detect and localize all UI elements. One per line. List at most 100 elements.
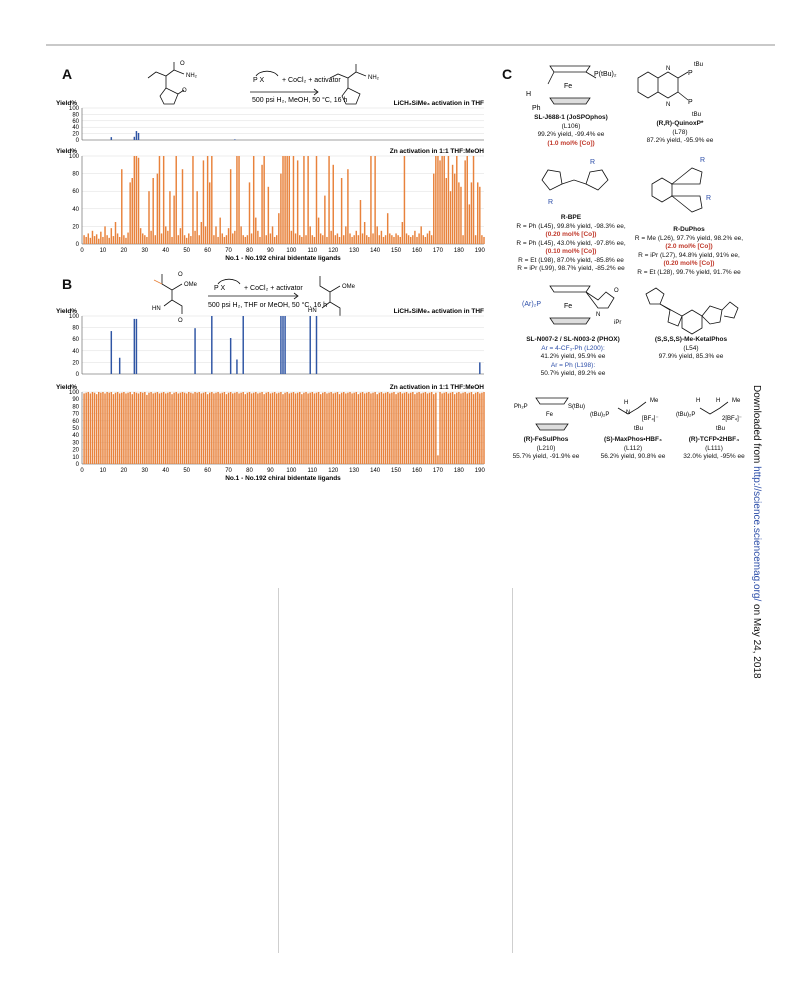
- chart-1-bar: [290, 230, 293, 244]
- chart-1-bar: [152, 178, 154, 244]
- chart-1-bar: [240, 226, 242, 244]
- chart-1-bar: [282, 156, 284, 244]
- chart-1-bar: [301, 236, 303, 244]
- chart-1-bar: [185, 237, 188, 244]
- chart-3-xtick: 170: [433, 468, 444, 474]
- substrate-o: O: [180, 61, 185, 67]
- chart-2-ytick: 60: [72, 337, 79, 343]
- chart-1-bar: [202, 160, 205, 244]
- chart-3-bar: [393, 392, 395, 464]
- chart-1-bar: [418, 233, 420, 244]
- chart-1-bar: [200, 222, 203, 244]
- chart-3-bar: [278, 392, 280, 464]
- chart-1-bar: [433, 173, 435, 244]
- tcfp-result: 32.0% yield, -95% ee: [683, 453, 745, 460]
- chart-3-bar: [242, 392, 244, 464]
- chart-3-bar: [414, 394, 416, 464]
- chart-1-bar: [401, 222, 404, 244]
- quinox-n2: N: [666, 102, 670, 108]
- maxphos-h: H: [624, 400, 628, 406]
- chart-1-bar: [305, 235, 307, 244]
- chart-1-bar: [374, 156, 376, 244]
- tcfp-name: (R)-TCFP•2HBF₄: [688, 436, 740, 443]
- chart-1-bar: [271, 226, 274, 244]
- bpe-line-5: R = iPr (L99), 98.7% yield, -85.2% ee: [517, 265, 625, 272]
- quinox-p1: P: [688, 70, 693, 77]
- chart-3-bar: [372, 392, 374, 464]
- chart-1-bar: [275, 235, 278, 244]
- chart-0-bar: [133, 136, 136, 140]
- chart-3-bar: [100, 392, 102, 464]
- chart-1-bar: [219, 217, 221, 244]
- chart-3-bar: [252, 392, 255, 464]
- chart-3-bar: [376, 394, 378, 464]
- chart-3-bar: [340, 392, 343, 464]
- product-hn: HN: [308, 308, 317, 314]
- chart-3-bar: [315, 392, 318, 464]
- chart-1-bar: [391, 235, 393, 244]
- duphos-structure: R R: [651, 157, 711, 213]
- chart-1-bar: [194, 230, 196, 244]
- download-link[interactable]: http://science.sciencemag.org/: [751, 466, 762, 602]
- quinox-tbu1: tBu: [694, 62, 703, 68]
- chart-1-xtick: 140: [370, 248, 381, 254]
- chart-3-bar: [116, 392, 119, 464]
- jospo-loading: (1.0 mol% [Co]): [547, 139, 595, 147]
- chart-3-bar: [95, 394, 98, 464]
- chart-3-bar: [208, 392, 211, 464]
- chart-3-bar: [416, 392, 418, 464]
- chart-1-bar: [223, 236, 226, 244]
- chart-1-bar: [227, 228, 230, 244]
- chart-3-bar: [378, 392, 381, 464]
- chart-1-bar: [131, 178, 133, 244]
- ketal-structure: [645, 287, 739, 335]
- chart-3-xtick: 100: [286, 468, 297, 474]
- chart-3-bar: [202, 392, 205, 464]
- header-rule: [46, 44, 775, 46]
- chart-2-bar: [194, 328, 196, 374]
- chart-1-bar: [265, 235, 267, 244]
- chart-1-bar: [196, 191, 198, 244]
- chart-0-ytick: 100: [69, 106, 80, 112]
- chart-3-bar: [87, 392, 90, 464]
- chart-3-bar: [407, 393, 410, 464]
- chart-1-bar: [221, 233, 224, 244]
- chart-1-bar: [206, 156, 209, 244]
- chart-3-bar: [211, 392, 213, 464]
- chart-3-xtick: 60: [204, 468, 211, 474]
- chart-3-bar: [108, 392, 110, 464]
- chart-1-xtick: 80: [246, 248, 253, 254]
- chart-3-bar: [481, 392, 483, 464]
- chart-3-bar: [219, 393, 221, 464]
- chart-3-bar: [112, 394, 115, 464]
- chart-3-bar: [106, 392, 108, 464]
- chart-1-bar: [386, 213, 389, 244]
- chart-1-bar: [91, 230, 94, 244]
- chart-1-bar: [359, 200, 362, 244]
- chart-3-bar: [200, 393, 203, 464]
- chart-3-bar: [460, 393, 462, 464]
- chart-3-bar: [403, 392, 406, 464]
- chart-3-bar: [271, 392, 274, 464]
- chart-3-xtick: 90: [267, 468, 274, 474]
- chart-1-bar: [129, 182, 131, 244]
- chart-3-xtick: 150: [391, 468, 402, 474]
- chart-3-ytick: 20: [72, 448, 79, 454]
- chart-3-bar: [129, 392, 131, 464]
- quinox-p2: P: [688, 99, 693, 106]
- tcfp-me: Me: [732, 398, 741, 404]
- chart-3-bar: [409, 392, 412, 464]
- chart-3-bar: [194, 392, 196, 464]
- chart-3-bar: [422, 392, 425, 464]
- phox-line-0: Ar = 4-CF₃-Ph (L200):: [541, 344, 605, 352]
- panel-letter-a: A: [62, 66, 73, 82]
- duphos-line-0: R = Me (L26), 97.7% yield, 98.2% ee,: [634, 234, 744, 242]
- chart-1-bar: [347, 169, 349, 244]
- ligand-jospo: SL-J688-1 (JoSPOphos) (L106) 99.2% yield…: [506, 114, 636, 148]
- chart-1-bar: [288, 156, 291, 244]
- chart-0-bar: [110, 137, 113, 140]
- chart-1-ytick: 80: [72, 172, 79, 178]
- chart-1-bar: [472, 156, 475, 244]
- chart-3-ytick: 0: [76, 462, 80, 468]
- chart-1-xtick: 100: [286, 248, 297, 254]
